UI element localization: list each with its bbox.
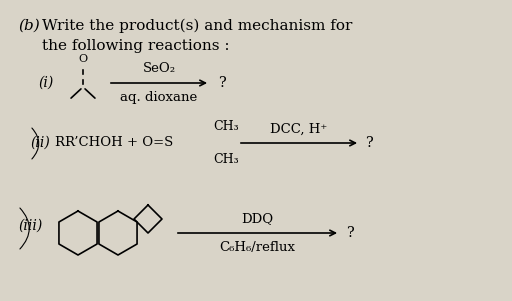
Text: CH₃: CH₃ [213,120,239,133]
Text: (b): (b) [18,19,40,33]
Text: ?: ? [365,136,373,150]
Text: Write the product(s) and mechanism for
the following reactions :: Write the product(s) and mechanism for t… [42,19,352,53]
Text: RR’CHOH + O=S: RR’CHOH + O=S [55,136,173,150]
Text: O: O [78,54,88,64]
Text: ?: ? [218,76,226,90]
Text: DCC, H⁺: DCC, H⁺ [270,123,328,136]
Text: DDQ: DDQ [241,212,273,225]
Text: (ii): (ii) [30,136,50,150]
Text: SeO₂: SeO₂ [142,62,176,75]
Text: (i): (i) [38,76,53,90]
Text: (iii): (iii) [18,219,42,233]
Text: aq. dioxane: aq. dioxane [120,91,198,104]
Text: C₆H₆/reflux: C₆H₆/reflux [219,241,295,254]
Text: ?: ? [346,226,354,240]
Text: CH₃: CH₃ [213,153,239,166]
